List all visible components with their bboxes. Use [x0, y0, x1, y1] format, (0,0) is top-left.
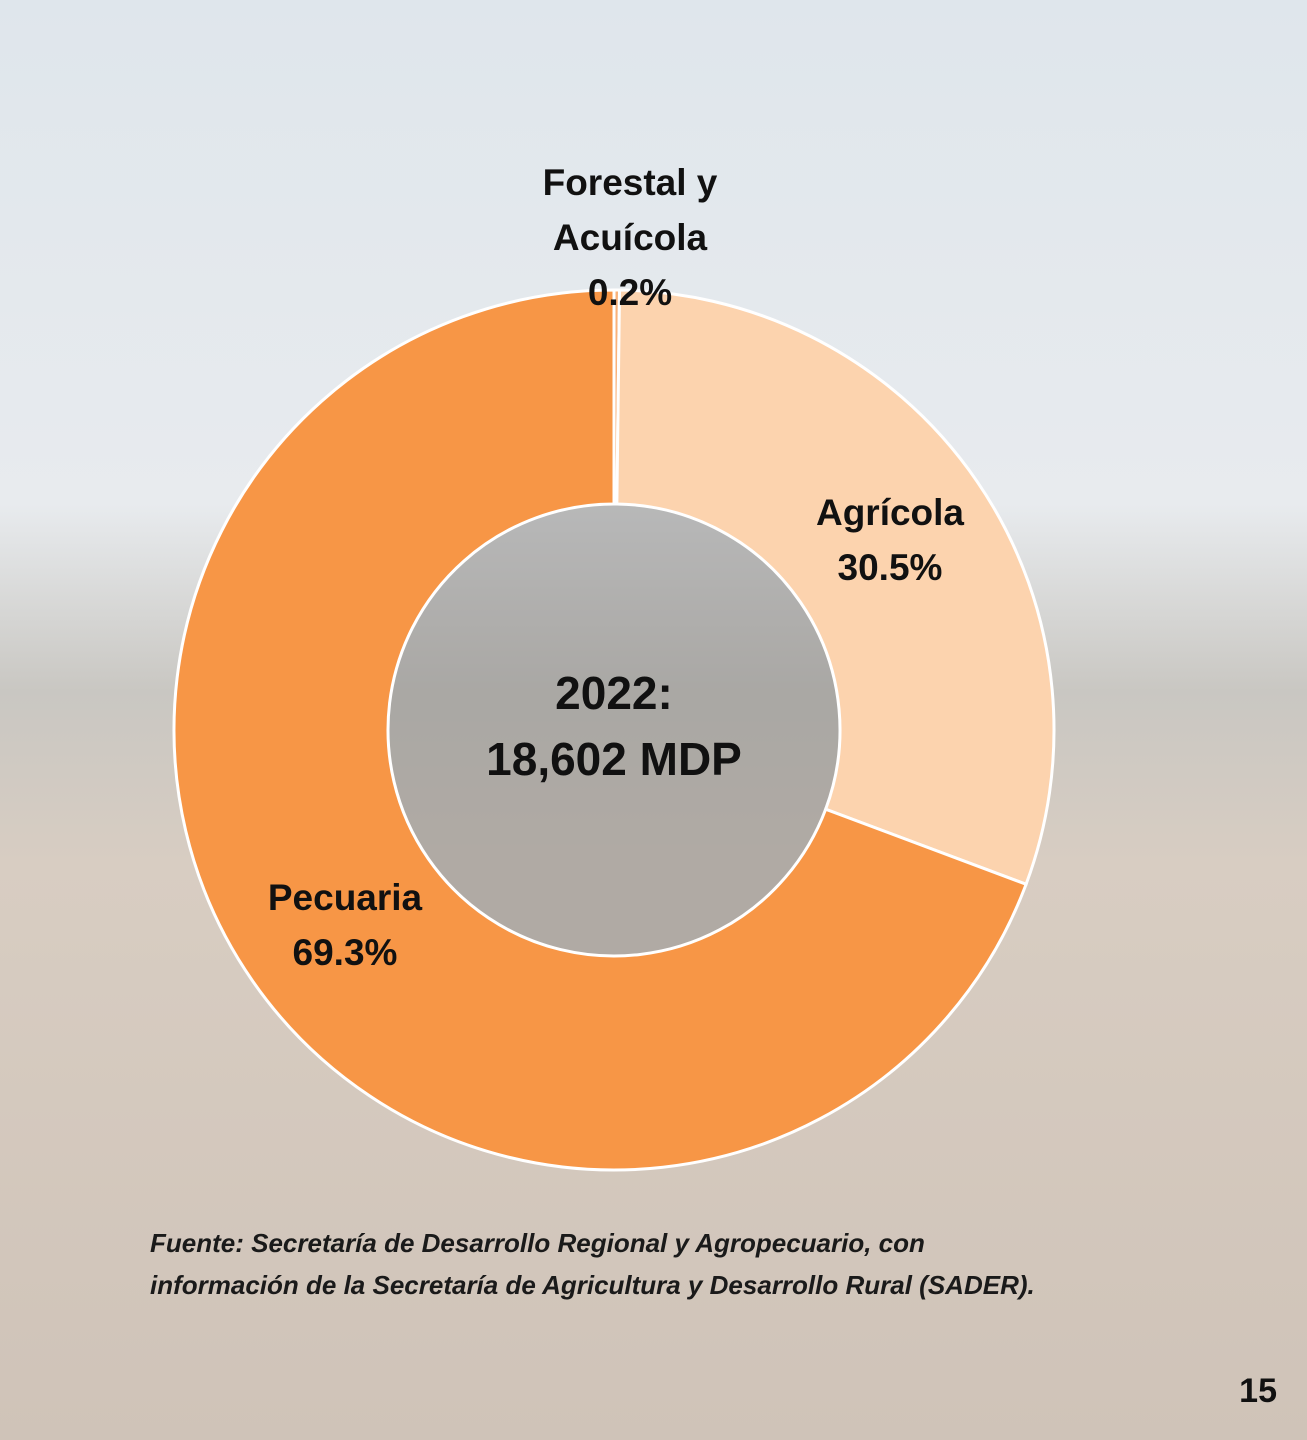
- value-label: 0.2%: [510, 265, 750, 320]
- page: 2022: 18,602 MDP Fuente: Secretaría de D…: [0, 0, 1307, 1440]
- source-line: Fuente: Secretaría de Desarrollo Regiona…: [150, 1222, 1035, 1264]
- page-number: 15: [1239, 1372, 1277, 1411]
- center-line: 18,602 MDP: [486, 726, 742, 792]
- category-label: Forestal y Acuícola: [510, 155, 750, 265]
- center-line: 2022:: [486, 660, 742, 726]
- value-label: 69.3%: [215, 925, 475, 980]
- source-line: información de la Secretaría de Agricult…: [150, 1264, 1035, 1306]
- category-label: Agrícola: [760, 485, 1020, 540]
- source: Fuente: Secretaría de Desarrollo Regiona…: [150, 1222, 1035, 1306]
- value-label: 30.5%: [760, 540, 1020, 595]
- category-label: Pecuaria: [215, 870, 475, 925]
- center-text: 2022: 18,602 MDP: [486, 660, 742, 792]
